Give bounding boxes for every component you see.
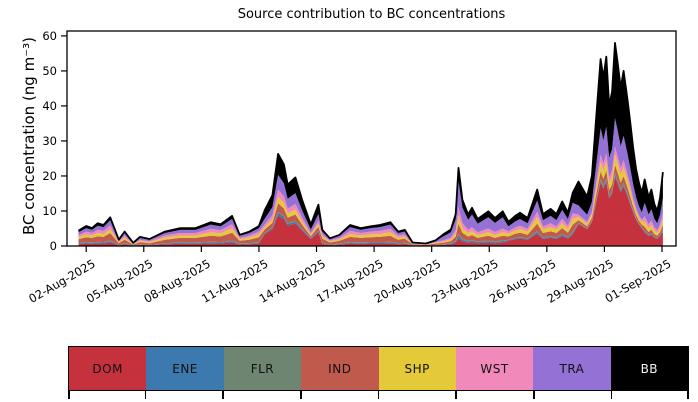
y-tick-label: 10 [42, 204, 57, 218]
legend-tick [68, 391, 70, 399]
total-outline [78, 42, 664, 245]
legend-tick [687, 391, 689, 399]
legend-tick [532, 391, 535, 399]
legend-label: TRA [559, 361, 585, 376]
legend-item-TRA: TRA [533, 347, 611, 390]
legend-tick [144, 391, 147, 399]
legend-item-ENE: ENE [146, 347, 224, 390]
legend-tick [377, 391, 380, 399]
legend-label: SHP [404, 361, 430, 376]
legend-label: ENE [172, 361, 198, 376]
legend-box: DOM ENE FLR IND SHP WST TRA BB [68, 346, 689, 391]
area-DOM [78, 177, 663, 246]
y-axis-label: BC concentration (ng m⁻³) [20, 37, 38, 235]
legend-label: IND [328, 361, 352, 376]
legend-item-SHP: SHP [378, 347, 456, 390]
legend-tick [222, 391, 225, 399]
legend-tick [300, 391, 302, 399]
legend-item-FLR: FLR [223, 347, 302, 390]
legend-label: DOM [92, 361, 123, 376]
legend-label: WST [480, 361, 509, 376]
chart-title: Source contribution to BC concentrations [237, 7, 506, 22]
legend-label: BB [640, 361, 659, 376]
legend-label: FLR [250, 361, 275, 376]
y-tick-label: 20 [42, 169, 57, 183]
axes-spines [66, 30, 677, 247]
y-tick-label: 0 [50, 239, 57, 253]
y-tick-label: 30 [42, 134, 57, 148]
legend-tick [455, 391, 457, 399]
legend-item-BB: BB [610, 347, 688, 390]
legend: DOM ENE FLR IND SHP WST TRA BB [68, 346, 689, 399]
legend-item-DOM: DOM [69, 347, 147, 390]
legend-item-WST: WST [455, 347, 534, 390]
y-tick-label: 40 [42, 99, 57, 113]
y-tick-label: 60 [42, 29, 57, 43]
legend-item-IND: IND [301, 347, 379, 390]
legend-tick [610, 391, 613, 399]
y-tick-label: 50 [42, 64, 57, 78]
